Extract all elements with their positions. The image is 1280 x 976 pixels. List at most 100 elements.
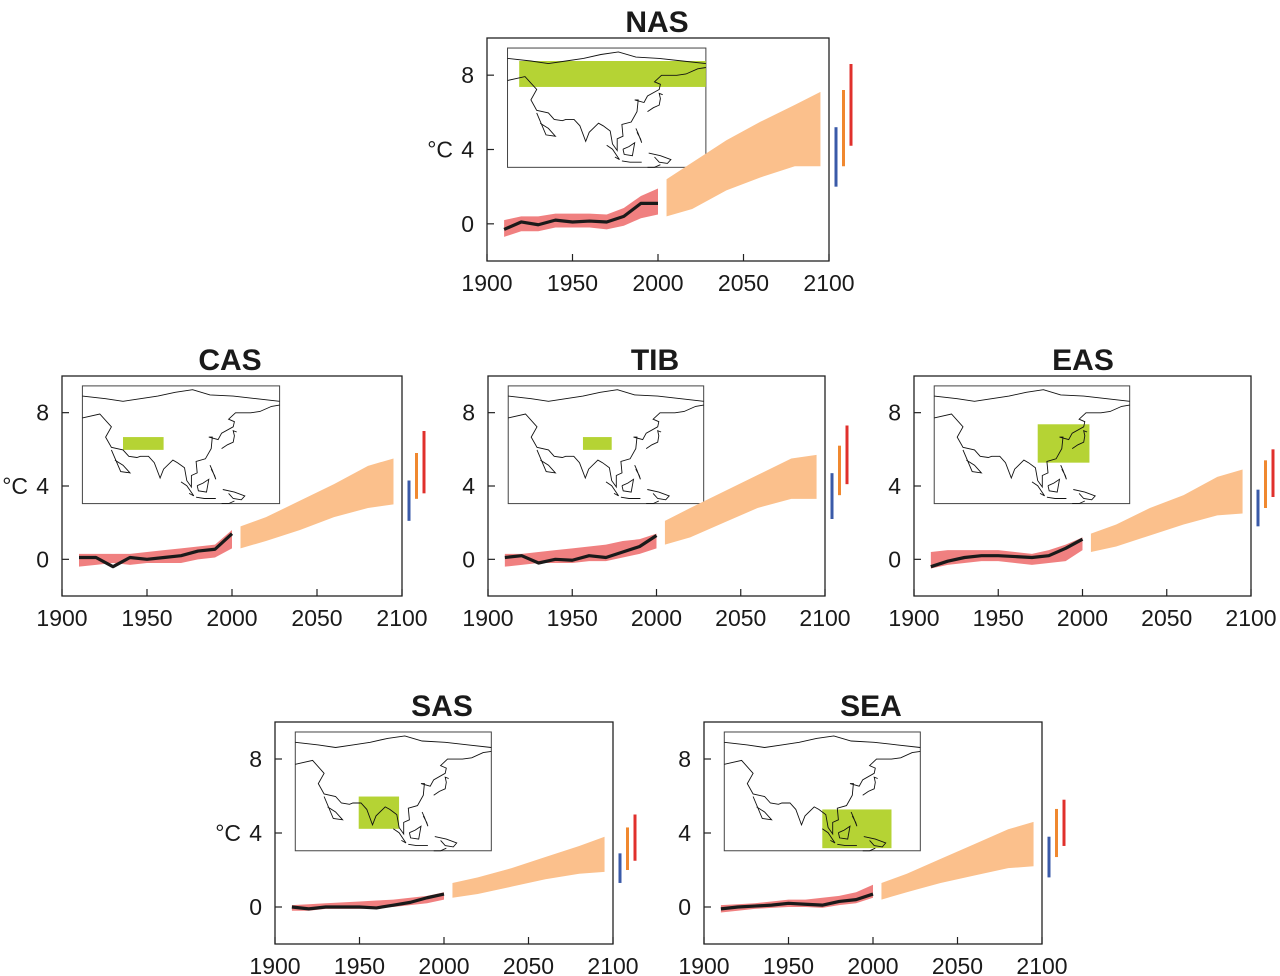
map-frame — [294, 731, 492, 852]
coastline — [507, 67, 706, 152]
coastline — [82, 404, 280, 489]
coastline — [648, 152, 672, 164]
x-tick-label: 1900 — [461, 270, 512, 296]
x-tick-label: 1900 — [36, 605, 87, 631]
coastline — [837, 843, 857, 847]
y-tick-label: 4 — [678, 820, 691, 846]
x-tick-label: 1950 — [763, 953, 814, 976]
region-highlight — [123, 437, 164, 450]
x-tick-label: 2000 — [632, 270, 683, 296]
map-frame — [933, 385, 1131, 505]
x-tick-label: 1950 — [334, 953, 385, 976]
observed-line — [291, 892, 445, 911]
region-highlight — [582, 437, 612, 450]
coastline — [863, 836, 887, 848]
x-tick-label: 2050 — [715, 605, 766, 631]
x-tick-label: 2100 — [587, 953, 638, 976]
x-tick-label: 1900 — [249, 953, 300, 976]
x-tick-label: 1950 — [121, 605, 172, 631]
projected-range-band — [664, 454, 817, 545]
panel-title: SEA — [840, 690, 902, 723]
panel-sea: SEA 0 4 8 1900 1950 2000 2050 2100 — [678, 690, 1067, 976]
x-tick-label: 2050 — [291, 605, 342, 631]
coastline — [408, 825, 422, 840]
panel-tib: TIB 0 4 8 1900 1950 2000 2050 2100 — [462, 344, 850, 631]
coastline — [1046, 496, 1067, 499]
x-tick-label: 2100 — [1225, 605, 1276, 631]
coastline — [323, 796, 344, 821]
region-map — [507, 47, 707, 168]
coastline — [196, 478, 210, 493]
coastline — [822, 828, 836, 844]
x-tick-label: 2050 — [932, 953, 983, 976]
x-tick-label: 1900 — [462, 605, 513, 631]
y-tick-label: 0 — [249, 894, 262, 920]
coastline — [222, 489, 246, 501]
region-map — [294, 731, 492, 852]
region-map — [81, 385, 281, 505]
x-tick-label: 2000 — [1057, 605, 1108, 631]
y-axis-label: °C — [427, 137, 453, 163]
observed-range-band — [504, 533, 657, 567]
x-tick-label: 2050 — [503, 953, 554, 976]
x-tick-label: 1900 — [888, 605, 939, 631]
x-tick-label: 2100 — [376, 605, 427, 631]
x-tick-label: 1950 — [973, 605, 1024, 631]
coastline — [646, 500, 659, 505]
panel-title: SAS — [411, 690, 473, 723]
observed-range-band — [930, 537, 1083, 569]
y-tick-label: 8 — [462, 400, 475, 426]
coastline — [434, 836, 458, 848]
y-tick-label: 8 — [249, 746, 262, 772]
panel-nas: NAS 0 4 8 °C 1900 1950 2000 2050 2100 — [427, 6, 854, 296]
coastline — [934, 404, 1130, 489]
coastline — [110, 449, 132, 474]
panel-title: NAS — [625, 6, 688, 39]
coastline — [645, 429, 662, 449]
coastline — [393, 828, 407, 844]
y-tick-label: 0 — [461, 211, 474, 237]
panel-sas: SAS 0 4 8 °C 1900 1950 2000 2050 2100 — [215, 690, 638, 976]
x-tick-label: 2100 — [799, 605, 850, 631]
y-tick-label: 4 — [462, 473, 475, 499]
y-tick-label: 0 — [678, 894, 691, 920]
region-map — [723, 731, 921, 852]
coastline — [850, 811, 858, 827]
coastline — [295, 735, 492, 748]
y-tick-label: 8 — [461, 62, 474, 88]
projected-range-band — [666, 91, 821, 217]
coastline — [622, 141, 636, 157]
x-tick-label: 2050 — [1141, 605, 1192, 631]
projected-range-band — [452, 836, 605, 898]
y-tick-label: 4 — [888, 473, 901, 499]
coastline — [862, 847, 876, 852]
x-tick-label: 1900 — [678, 953, 729, 976]
coastline — [634, 465, 641, 480]
x-tick-label: 2100 — [1016, 953, 1067, 976]
x-tick-label: 2000 — [206, 605, 257, 631]
y-tick-label: 8 — [888, 400, 901, 426]
coastline — [1060, 465, 1067, 480]
coastline — [635, 128, 643, 143]
coastline — [1073, 489, 1096, 501]
y-tick-label: 8 — [36, 400, 49, 426]
x-tick-label: 2000 — [418, 953, 469, 976]
observed-range-band — [79, 530, 232, 567]
panel-cas: CAS 0 4 8 °C 1900 1950 2000 2050 2100 — [2, 344, 427, 631]
coastline — [1072, 500, 1085, 505]
coastline — [621, 160, 642, 163]
panel-title: CAS — [198, 344, 261, 377]
region-highlight — [519, 61, 706, 87]
x-tick-label: 1950 — [547, 270, 598, 296]
coastline — [1071, 429, 1088, 449]
coastline — [647, 489, 670, 501]
projected-range-band — [881, 821, 1034, 900]
y-tick-label: 4 — [461, 137, 474, 163]
coastline — [862, 776, 878, 796]
projected-range-band — [1090, 469, 1243, 552]
coastline — [962, 449, 983, 474]
coastline — [647, 92, 663, 112]
map-frame — [81, 385, 281, 505]
coastline — [508, 389, 704, 402]
coastline — [508, 404, 704, 489]
